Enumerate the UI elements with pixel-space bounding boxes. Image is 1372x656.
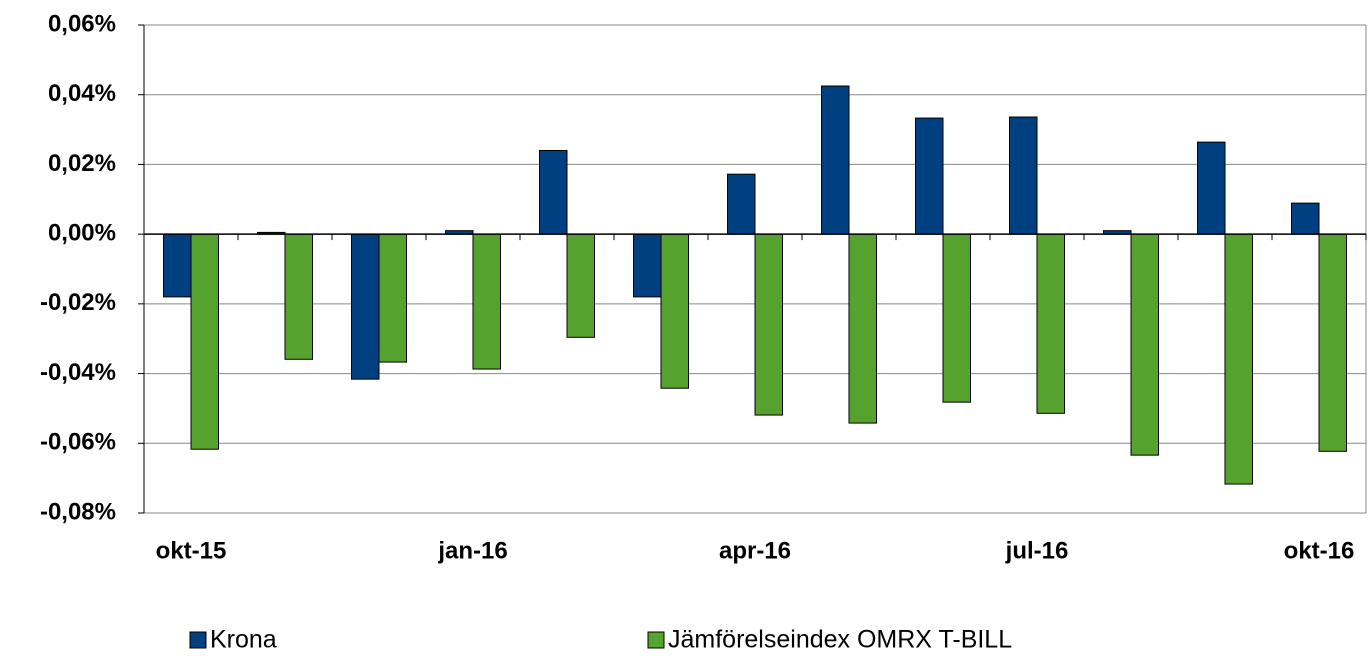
bar bbox=[1130, 233, 1159, 456]
bar bbox=[284, 233, 313, 360]
bar bbox=[942, 233, 971, 403]
bar bbox=[539, 149, 568, 235]
legend-label: Jämförelseindex OMRX T-BILL bbox=[668, 626, 1012, 654]
legend-swatch bbox=[647, 631, 665, 649]
x-tick-label: okt-16 bbox=[1284, 537, 1355, 564]
bar bbox=[660, 233, 689, 389]
bar bbox=[163, 233, 192, 298]
bar bbox=[1318, 233, 1347, 452]
y-tick-label: -0,02% bbox=[40, 289, 116, 316]
x-tick-label: jul-16 bbox=[1005, 537, 1069, 564]
bar bbox=[566, 233, 595, 338]
y-tick-label: 0,02% bbox=[48, 150, 116, 177]
y-tick-label: 0,06% bbox=[48, 10, 116, 37]
x-tick-label: okt-15 bbox=[156, 537, 227, 564]
bar bbox=[754, 233, 783, 416]
bar bbox=[190, 233, 219, 450]
legend-swatch bbox=[189, 631, 207, 649]
x-tick-label: apr-16 bbox=[719, 537, 791, 564]
y-tick-label: -0,06% bbox=[40, 429, 116, 456]
bar bbox=[1009, 116, 1038, 235]
bar bbox=[351, 233, 380, 380]
bar bbox=[915, 117, 944, 235]
legend-label: Krona bbox=[210, 626, 277, 654]
x-tick-label: jan-16 bbox=[437, 537, 507, 564]
bar bbox=[633, 233, 662, 298]
y-tick-label: -0,08% bbox=[40, 498, 116, 525]
y-tick-label: 0,04% bbox=[48, 80, 116, 107]
y-tick-label: -0,04% bbox=[40, 359, 116, 386]
bar bbox=[378, 233, 407, 363]
bar bbox=[1291, 202, 1320, 235]
bar bbox=[1224, 233, 1253, 485]
bar bbox=[472, 233, 501, 370]
bar bbox=[1197, 141, 1226, 235]
bar bbox=[821, 85, 850, 235]
bar bbox=[727, 173, 756, 235]
bar bbox=[1036, 233, 1065, 414]
bar bbox=[848, 233, 877, 424]
y-tick-label: 0,00% bbox=[48, 219, 116, 246]
